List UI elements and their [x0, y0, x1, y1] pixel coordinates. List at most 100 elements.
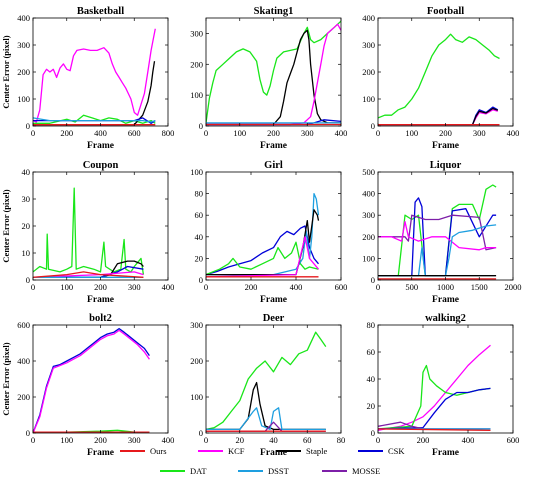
legend-item-dsst: DSST [238, 466, 290, 476]
legend-label: KCF [228, 446, 245, 456]
series-line-dat [378, 184, 497, 277]
x-tick-label: 200 [245, 282, 258, 292]
series-line-kcf [33, 271, 144, 278]
chart-title: Skating1 [254, 6, 294, 17]
x-tick-label: 20 [236, 435, 245, 445]
x-tick-label: 200 [267, 128, 280, 138]
x-tick-label: 500 [405, 282, 418, 292]
y-tick-label: 500 [362, 167, 375, 177]
series-line-dat [378, 364, 491, 430]
series-group [33, 187, 145, 278]
series-group [378, 344, 491, 431]
y-tick-label: 0 [371, 275, 375, 285]
x-axis-label: Frame [87, 448, 114, 458]
y-tick-label: 60 [195, 210, 204, 220]
y-tick-label: 300 [362, 40, 375, 50]
x-tick-label: 200 [417, 435, 430, 445]
series-line-csk [378, 106, 499, 126]
x-tick-label: 300 [128, 282, 141, 292]
x-tick-label: 100 [60, 435, 73, 445]
series-line-staple [206, 381, 326, 431]
chart-title: Girl [264, 160, 283, 171]
series-group [206, 331, 327, 432]
series-line-kcf [378, 221, 497, 251]
series-line-csk [33, 327, 150, 433]
series-line-kcf [206, 236, 319, 278]
series-line-mosse [378, 214, 497, 251]
y-tick-label: 200 [17, 392, 30, 402]
y-tick-label: 40 [195, 232, 204, 242]
y-tick-label: 80 [195, 189, 204, 199]
x-tick-label: 600 [335, 282, 348, 292]
x-tick-label: 400 [162, 282, 175, 292]
y-tick-label: 80 [367, 320, 376, 330]
chart-panel: bolt2 0 100 200 300 400 0 200 400 600 Frame Center … [1, 313, 174, 458]
axes-box [205, 324, 342, 434]
y-tick-label: 40 [22, 167, 31, 177]
series-line-dat [206, 241, 319, 276]
legend-label: Staple [306, 446, 327, 456]
chart-panel: Deer 0 20 40 60 80 0 100 200 300 Frame [190, 313, 345, 458]
legend-item-kcf: KCF [198, 446, 245, 456]
y-tick-label: 300 [190, 28, 203, 38]
series-line-dat [206, 331, 327, 431]
x-tick-label: 2000 [505, 282, 522, 292]
x-tick-label: 1500 [471, 282, 488, 292]
legend-item-mosse: MOSSE [322, 466, 380, 476]
legend-label: Ours [150, 446, 167, 456]
x-axis-label: Frame [87, 141, 114, 151]
y-tick-label: 300 [362, 210, 375, 220]
chart-title: Coupon [83, 160, 119, 171]
axes-box [205, 171, 342, 281]
x-axis-label: Frame [260, 141, 287, 151]
y-tick-label: 30 [22, 194, 31, 204]
series-line-dsst [378, 224, 497, 277]
legend-label: DSST [268, 466, 290, 476]
chart-title: Liquor [430, 160, 462, 171]
x-tick-label: 100 [60, 282, 73, 292]
y-tick-label: 400 [17, 356, 30, 366]
series-line-dat [206, 20, 341, 123]
chart-panel: Liquor 0 500 1000 1500 2000 0 100 200 300 400 500 Fr… [362, 160, 521, 305]
chart-title: Basketball [77, 6, 124, 17]
chart-panel: walking2 0 200 400 600 0 20 40 60 80 Frame [367, 313, 520, 458]
x-axis-label: Frame [87, 295, 114, 305]
y-tick-label: 300 [190, 320, 203, 330]
x-tick-label: 600 [128, 128, 141, 138]
x-tick-label: 0 [376, 282, 380, 292]
series-line-dat [378, 33, 500, 119]
legend-item-ours: Ours [120, 446, 167, 456]
x-tick-label: 200 [60, 128, 73, 138]
x-tick-label: 0 [376, 128, 380, 138]
x-axis-label: Frame [260, 295, 287, 305]
legend-item-dat: DAT [160, 466, 207, 476]
x-tick-label: 0 [31, 128, 35, 138]
x-tick-label: 0 [204, 128, 208, 138]
series-line-dsst [206, 192, 320, 276]
series-group [378, 33, 500, 126]
series-line-kcf [378, 344, 491, 431]
series-line-dat [33, 114, 156, 124]
chart-panel: Skating1 0 100 200 300 400 0 100 200 300 Frame [190, 6, 347, 151]
series-line-dat [33, 187, 145, 275]
x-tick-label: 100 [405, 128, 418, 138]
y-tick-label: 0 [26, 121, 30, 131]
y-tick-label: 0 [199, 428, 203, 438]
y-tick-label: 200 [190, 59, 203, 69]
y-tick-label: 20 [367, 401, 376, 411]
chart-panel: Football 0 100 200 300 400 0 100 200 300 400 Frame [362, 6, 519, 151]
x-tick-label: 200 [94, 435, 107, 445]
x-tick-label: 300 [128, 435, 141, 445]
y-tick-label: 200 [362, 67, 375, 77]
x-tick-label: 200 [94, 282, 107, 292]
chart-panel: Basketball 0 200 400 600 800 0 100 200 300 400 Fram… [1, 6, 174, 151]
axes-box [32, 324, 169, 434]
x-tick-label: 400 [507, 128, 520, 138]
legend-item-csk: CSK [358, 446, 405, 456]
x-tick-label: 400 [162, 435, 175, 445]
y-tick-label: 60 [367, 347, 376, 357]
x-tick-label: 800 [162, 128, 175, 138]
y-tick-label: 200 [17, 67, 30, 77]
y-axis-label: Center Error (pixel) [1, 35, 11, 108]
